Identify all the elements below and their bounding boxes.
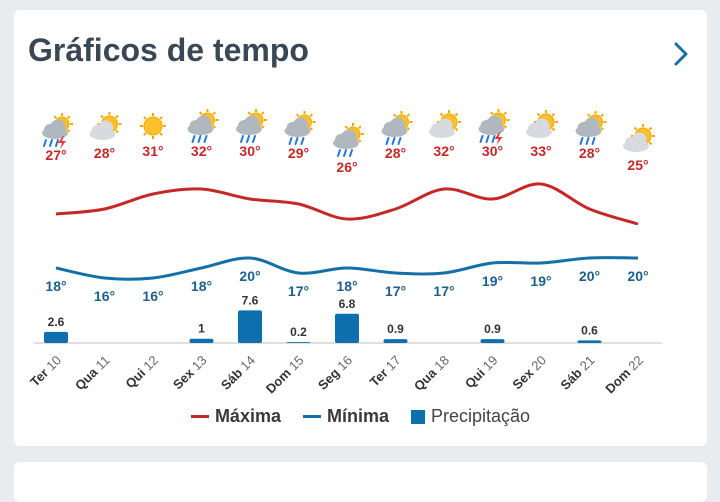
x-tick-label-group: Dom 22: [602, 353, 646, 397]
chart-legend: Máxima Mínima Precipitação: [14, 406, 707, 427]
min-temp-label: 20°: [579, 268, 600, 284]
x-tick-label-group: Sex 20: [509, 353, 549, 393]
max-temp-label: 25°: [627, 157, 648, 173]
max-temp-label: 27°: [45, 147, 66, 163]
precip-value-label: 0.6: [581, 323, 598, 337]
x-tick-label-group: Sex 13: [170, 353, 210, 393]
precip-bar-sex-13[interactable]: [189, 338, 214, 343]
weather-chart-card: Gráficos de tempo 2.6 1 7.6 0.2 6.8 0.9 0.9 0.6…: [14, 10, 707, 446]
precip-value-label: 0.2: [290, 325, 307, 339]
min-temp-label: 18°: [191, 278, 212, 294]
min-temp-label: 17°: [385, 283, 406, 299]
partly-cloudy-icon: [89, 112, 122, 140]
precip-value-label: 0.9: [484, 322, 501, 336]
x-tick-label: Sex 20: [509, 353, 549, 393]
x-tick-label: Sáb 14: [218, 353, 258, 393]
sun-cloud-rain-icon: [575, 111, 607, 145]
min-temp-label: 17°: [433, 283, 454, 299]
precip-value-label: 1: [198, 322, 205, 336]
legend-precip-swatch: [411, 409, 425, 424]
min-temp-label: 20°: [239, 268, 260, 284]
legend-min-label: Mínima: [326, 406, 389, 426]
max-temp-label: 31°: [142, 143, 163, 159]
x-tick-label-group: Seg 16: [315, 353, 355, 393]
x-tick-label-group: Sáb 14: [218, 353, 258, 393]
legend-max-label: Máxima: [214, 406, 281, 426]
x-tick-label: Seg 16: [315, 353, 355, 393]
precip-value-label: 7.6: [242, 293, 259, 307]
x-tick-label: Qui 12: [122, 353, 161, 392]
x-tick-label: Dom 15: [263, 353, 307, 397]
sun-cloud-rain-icon: [284, 111, 316, 145]
precip-bar-sáb-14[interactable]: [238, 310, 262, 343]
x-tick-label-group: Qua 18: [411, 353, 452, 394]
card-title: Gráficos de tempo: [28, 32, 309, 68]
max-temp-label: 32°: [191, 143, 212, 159]
max-temp-line[interactable]: [55, 182, 639, 226]
x-tick-label: Sex 13: [170, 353, 210, 393]
x-tick-label-group: Ter 17: [367, 353, 404, 390]
legend-max-swatch: [190, 415, 209, 418]
partly-cloudy-icon: [429, 110, 461, 138]
min-temp-label: 16°: [142, 288, 163, 304]
x-tick-label-group: Ter 10: [27, 353, 64, 390]
max-temp-label: 29°: [288, 145, 309, 161]
max-temp-label: 30°: [482, 143, 503, 159]
x-tick-label: Qua 18: [411, 353, 452, 394]
max-temp-label: 30°: [239, 143, 260, 159]
x-tick-label: Qua 11: [72, 353, 113, 394]
precip-bar-qui-19[interactable]: [480, 339, 505, 343]
x-tick-label-group: Dom 15: [263, 353, 307, 397]
precip-bar-ter-17[interactable]: [383, 339, 408, 343]
partly-cloudy-icon: [623, 124, 655, 152]
legend-item-min[interactable]: Mínima: [302, 406, 389, 427]
next-card: [14, 462, 707, 502]
min-temp-line[interactable]: [55, 256, 639, 281]
legend-precip-label: Precipitação: [431, 406, 531, 426]
precip-bar-dom-15[interactable]: [286, 342, 311, 343]
min-temp-label: 18°: [45, 278, 66, 294]
x-tick-label: Ter 10: [27, 353, 64, 390]
sunny-icon: [140, 113, 166, 139]
precip-value-label: 2.6: [48, 315, 65, 329]
max-temp-label: 32°: [433, 143, 454, 159]
x-tick-label-group: Qui 19: [462, 353, 501, 392]
sun-cloud-rain-icon: [333, 123, 364, 157]
max-temp-label: 26°: [336, 159, 357, 175]
storm-rain-icon: [42, 113, 73, 149]
legend-min-swatch: [302, 415, 321, 418]
sun-cloud-rain-icon: [381, 111, 413, 145]
min-temp-label: 20°: [627, 268, 648, 284]
partly-cloudy-icon: [526, 110, 558, 138]
weather-chart: 2.6 1 7.6 0.2 6.8 0.9 0.9 0.6 27° 28° 31° 32° 30° 29°…: [27, 109, 662, 397]
min-temp-label: 19°: [530, 273, 551, 289]
min-temp-label: 18°: [336, 278, 357, 294]
x-tick-label: Ter 17: [367, 353, 404, 390]
min-temp-label: 16°: [94, 288, 115, 304]
x-tick-label-group: Qua 11: [72, 353, 113, 394]
precip-bar-sáb-21[interactable]: [577, 340, 602, 343]
x-tick-label: Sáb 21: [557, 353, 597, 393]
legend-item-precip[interactable]: Precipitação: [411, 406, 530, 427]
legend-item-max[interactable]: Máxima: [190, 406, 281, 427]
precip-bar-ter-10[interactable]: [44, 331, 68, 343]
x-tick-label-group: Sáb 21: [557, 353, 597, 393]
min-temp-label: 17°: [288, 283, 309, 299]
x-tick-label: Qui 19: [462, 353, 501, 392]
min-temp-label: 19°: [482, 273, 503, 289]
max-temp-label: 28°: [94, 145, 115, 161]
x-tick-label: Dom 22: [602, 353, 646, 397]
chevron-right-icon[interactable]: [669, 40, 693, 68]
max-temp-label: 28°: [579, 145, 600, 161]
x-tick-label-group: Qui 12: [122, 353, 161, 392]
precip-value-label: 6.8: [339, 297, 356, 311]
max-temp-label: 33°: [530, 143, 551, 159]
sun-cloud-rain-icon: [187, 109, 219, 143]
precip-bar-seg-16[interactable]: [335, 313, 359, 343]
precip-value-label: 0.9: [387, 322, 404, 336]
max-temp-label: 28°: [385, 145, 406, 161]
sun-cloud-rain-icon: [236, 109, 267, 143]
storm-rain-icon: [478, 109, 510, 145]
